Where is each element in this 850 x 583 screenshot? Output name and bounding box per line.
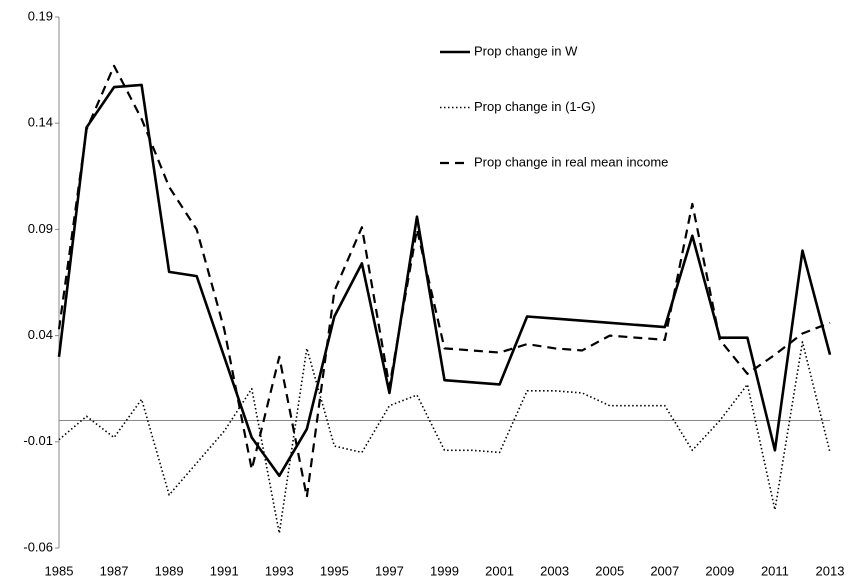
x-tick-label: 2005 bbox=[595, 563, 624, 578]
x-tick-label: 1985 bbox=[45, 563, 74, 578]
series-line bbox=[57, 64, 831, 499]
series-line bbox=[57, 83, 832, 478]
x-tick-label: 2011 bbox=[761, 563, 789, 578]
x-tick-label: 2009 bbox=[705, 563, 734, 578]
y-tick-label: -0.01 bbox=[23, 433, 53, 448]
y-tick-label: 0.04 bbox=[28, 327, 53, 342]
x-tick-label: 1993 bbox=[265, 563, 294, 578]
x-tick-label: 1989 bbox=[155, 563, 184, 578]
y-tick-label: 0.14 bbox=[28, 115, 53, 130]
legend-label: Prop change in (1-G) bbox=[474, 99, 595, 114]
y-tick-label: -0.06 bbox=[23, 539, 53, 554]
legend-label: Prop change in real mean income bbox=[474, 154, 668, 169]
y-tick-label: 0.19 bbox=[28, 8, 53, 23]
series-line bbox=[58, 341, 831, 534]
x-tick-label: 2001 bbox=[485, 563, 514, 578]
x-tick-label: 1995 bbox=[320, 563, 349, 578]
x-tick-label: 2003 bbox=[540, 563, 569, 578]
x-tick-label: 1999 bbox=[430, 563, 459, 578]
x-tick-label: 1991 bbox=[210, 563, 239, 578]
legend-label: Prop change in W bbox=[474, 43, 578, 58]
x-tick-label: 2013 bbox=[816, 563, 845, 578]
x-tick-label: 2007 bbox=[650, 563, 679, 578]
x-tick-label: 1987 bbox=[100, 563, 129, 578]
y-tick-label: 0.09 bbox=[28, 221, 53, 236]
x-tick-label: 1997 bbox=[375, 563, 404, 578]
